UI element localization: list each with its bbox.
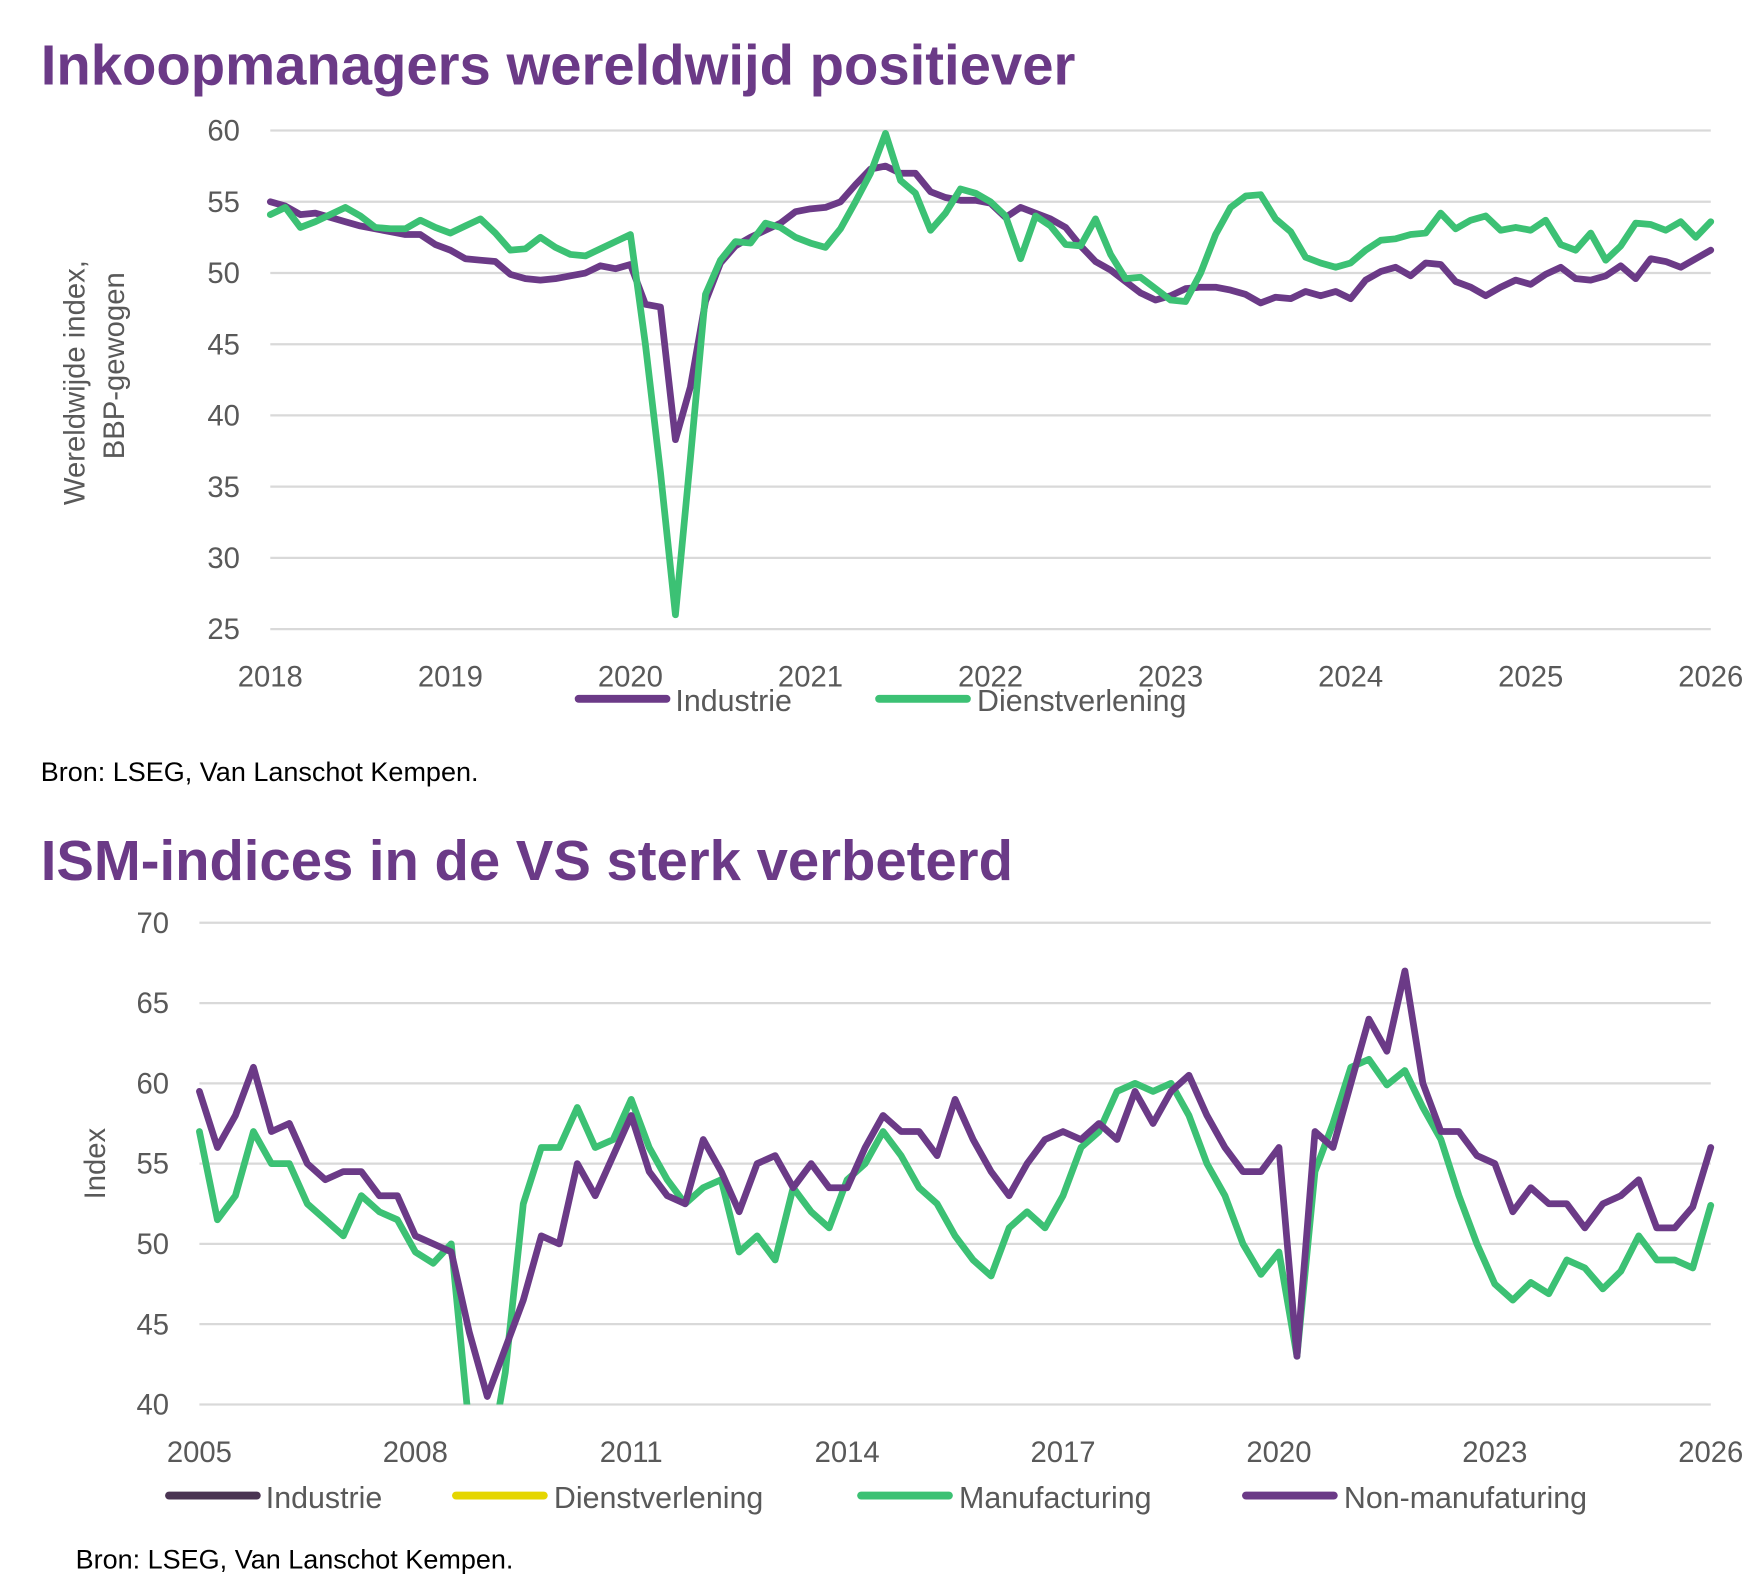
series-lines [196,967,1715,1405]
y-tick-labels: 40 45 50 55 60 65 70 [136,908,169,1422]
y-tick-label: 30 [207,543,240,575]
x-tick-label: 2021 [778,661,843,693]
legend-label-dienstverlening: Dienstverlening [977,684,1186,718]
series-line-dienstverlening [266,129,1715,619]
x-tick-label: 2019 [418,661,483,693]
y-tick-label: 40 [136,1390,169,1422]
y-tick-label: 60 [207,116,240,148]
y-tick-label: 45 [136,1309,169,1341]
source-note: Bron: LSEG, Van Lanschot Kempen. [76,1545,514,1575]
y-axis-title-line-2: BBP-gewogen [99,272,131,459]
chart-ism-indices: ISM-indices in de VS sterk verbeterd 404… [41,829,1744,1575]
x-tick-label: 2008 [383,1437,448,1469]
x-tick-label: 2014 [815,1437,880,1469]
y-tick-label: 45 [207,329,240,361]
series-line-manufacturing [196,1055,1715,1405]
x-tick-label: 2022 [958,661,1023,693]
series-line-industrie [266,162,1715,444]
y-tick-label: 40 [207,401,240,433]
legend-label-dienstverlening: Dienstverlening [554,1481,763,1515]
x-tick-label: 2020 [1246,1437,1311,1469]
legend: Industrie Dienstverlening Manufacturing Non… [165,1481,1587,1515]
y-tick-label: 50 [207,258,240,290]
x-tick-label: 2026 [1678,1437,1743,1469]
y-tick-label: 65 [136,988,169,1020]
x-tick-label: 2017 [1031,1437,1096,1469]
gridlines [199,921,1711,1406]
x-tick-label: 2026 [1678,661,1743,693]
x-tick-label: 2020 [598,661,663,693]
legend-label-industrie: Industrie [266,1481,383,1515]
y-tick-labels: 25 30 35 40 45 50 55 60 [207,116,240,647]
chart-title: ISM-indices in de VS sterk verbeterd [41,829,1013,892]
x-tick-labels: 2005 2008 2011 2014 2017 2020 2023 2026 [167,1437,1743,1469]
legend-label-industrie: Industrie [675,684,792,718]
x-tick-labels: 2018 2019 2020 2021 2022 2023 2024 2025 2026 [238,661,1744,693]
x-tick-label: 2023 [1138,661,1203,693]
source-note: Bron: LSEG, Van Lanschot Kempen. [41,757,479,787]
legend-label-manufacturing: Manufacturing [959,1481,1151,1515]
series-lines [266,129,1715,619]
x-tick-label: 2025 [1498,661,1563,693]
x-tick-label: 2023 [1462,1437,1527,1469]
y-tick-label: 50 [136,1229,169,1261]
y-tick-label: 60 [136,1068,169,1100]
y-axis-title: Index [80,1127,112,1199]
chart-title: Inkoopmanagers wereldwijd positiever [41,33,1076,96]
x-tick-label: 2005 [167,1437,232,1469]
y-axis-title-line-1: Wereldwijde index, [60,260,92,505]
y-tick-label: 35 [207,472,240,504]
y-tick-label: 70 [136,908,169,940]
y-tick-label: 55 [207,187,240,219]
y-tick-label: 55 [136,1149,169,1181]
legend: Industrie Dienstverlening [574,684,1186,718]
x-tick-label: 2011 [600,1437,663,1469]
chart-global-pmi: Inkoopmanagers wereldwijd positiever 25 3… [41,33,1744,787]
y-tick-label: 25 [207,614,240,646]
x-tick-label: 2024 [1318,661,1383,693]
series-line-non-manufaturing [196,967,1715,1400]
x-tick-label: 2018 [238,661,303,693]
legend-label-non-manufaturing: Non-manufaturing [1344,1481,1587,1515]
